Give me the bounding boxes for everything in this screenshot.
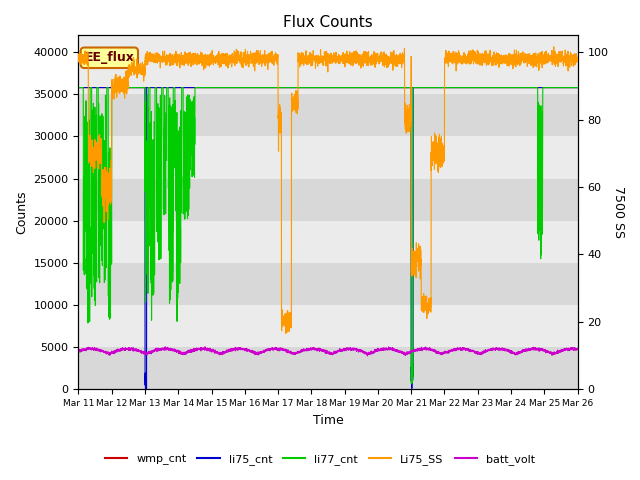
Text: EE_flux: EE_flux <box>84 51 134 64</box>
Bar <box>79 136 578 179</box>
Bar <box>79 263 578 305</box>
Bar <box>79 221 578 263</box>
Y-axis label: 7500 SS: 7500 SS <box>612 186 625 239</box>
Bar <box>79 52 578 95</box>
Bar <box>79 347 578 389</box>
Bar <box>79 305 578 347</box>
Y-axis label: Counts: Counts <box>15 191 28 234</box>
Bar <box>79 95 578 136</box>
Bar <box>79 179 578 221</box>
Title: Flux Counts: Flux Counts <box>283 15 373 30</box>
X-axis label: Time: Time <box>312 414 344 427</box>
Legend: wmp_cnt, li75_cnt, li77_cnt, Li75_SS, batt_volt: wmp_cnt, li75_cnt, li77_cnt, Li75_SS, ba… <box>100 450 540 469</box>
